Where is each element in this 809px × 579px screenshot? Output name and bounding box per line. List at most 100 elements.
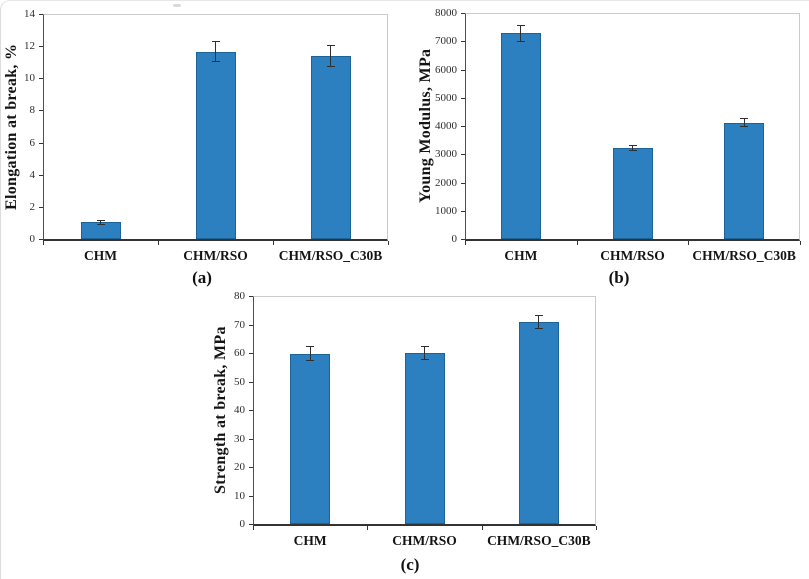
error-bar-cap-top	[740, 118, 749, 120]
bar-CHM/RSO_C30B	[724, 122, 765, 239]
x-tick-mark	[388, 241, 389, 245]
y-tick-mark	[461, 69, 465, 71]
error-bar	[215, 41, 216, 63]
x-category-label: CHM	[84, 248, 117, 263]
panel-label: (c)	[400, 555, 420, 574]
error-bar-cap-bottom	[628, 149, 637, 151]
bar-CHM/RSO_C30B	[310, 55, 351, 239]
x-tick-mark	[253, 526, 254, 530]
y-tick-label: 12	[24, 40, 35, 53]
error-bar-cap-bottom	[420, 359, 429, 361]
y-tick-label: 8000	[435, 7, 457, 19]
plot-area: 0 1000 2000 3000 4000 5000 6000 7000 8000 CHM CHM/…	[406, 1, 809, 291]
error-bar-cap-bottom	[96, 223, 105, 225]
error-bar	[424, 345, 425, 361]
x-tick-mark	[273, 241, 274, 245]
x-tick-mark	[158, 241, 159, 245]
error-bar-cap-bottom	[534, 328, 543, 330]
y-tick-mark	[39, 239, 43, 240]
y-tick-label: 8	[29, 104, 36, 117]
x-category-label: CHM	[504, 248, 538, 263]
plot-area: 0 2 4 6 8 10 12 14 CHM CHM/RSO CHM/RSO_C30B	[1, 1, 406, 291]
y-tick-label: 40	[234, 404, 245, 416]
y-tick-mark	[249, 410, 253, 411]
smudge-artifact	[173, 4, 181, 7]
error-bar	[309, 346, 311, 361]
y-tick-mark	[39, 14, 43, 15]
y-tick-mark	[461, 41, 465, 43]
y-tick-label: 0	[451, 233, 458, 245]
y-tick-mark	[461, 239, 465, 240]
error-bar-cap-top	[96, 219, 105, 221]
y-tick-mark	[249, 524, 253, 525]
error-bar-cap-bottom	[740, 125, 749, 127]
error-bar	[520, 24, 522, 42]
error-bar-cap-bottom	[516, 40, 525, 42]
y-tick-label: 6000	[435, 63, 457, 76]
error-bar-cap-top	[211, 41, 220, 43]
error-bar	[743, 118, 745, 127]
error-bar	[330, 44, 331, 68]
error-bar-cap-top	[326, 44, 335, 46]
y-tick-mark	[249, 381, 253, 383]
y-tick-label: 10	[234, 489, 245, 502]
bar-CHM	[80, 222, 121, 239]
y-tick-label: 20	[234, 461, 245, 473]
x-category-label: CHM	[293, 533, 327, 548]
y-tick-mark	[461, 210, 465, 212]
error-bar-cap-top	[306, 346, 315, 348]
y-tick-label: 2000	[435, 176, 457, 189]
error-bar	[538, 315, 540, 330]
y-tick-label: 1000	[435, 204, 457, 217]
x-tick-mark	[596, 526, 597, 530]
y-tick-mark	[249, 495, 253, 497]
y-tick-mark	[249, 438, 253, 440]
y-tick-mark	[249, 296, 253, 297]
error-bar	[100, 219, 101, 225]
y-tick-mark	[249, 324, 253, 326]
y-tick-label: 14	[24, 8, 35, 20]
y-tick-mark	[39, 206, 43, 208]
bar-CHM/RSO_C30B	[518, 322, 559, 524]
bar-CHM/RSO	[404, 353, 445, 524]
y-tick-mark	[249, 467, 253, 468]
bar-CHM/RSO	[195, 51, 236, 239]
error-bar	[632, 144, 633, 151]
y-tick-label: 0	[29, 233, 36, 245]
error-bar-cap-top	[628, 144, 637, 146]
y-tick-mark	[39, 110, 43, 112]
bar-CHM/RSO	[612, 147, 653, 239]
x-tick-mark	[367, 526, 369, 530]
x-category-label: CHM/RSO	[392, 533, 457, 548]
panel-label: (b)	[608, 268, 630, 287]
y-tick-mark	[461, 13, 465, 14]
y-tick-mark	[39, 46, 43, 48]
y-tick-mark	[461, 154, 465, 156]
y-tick-label: 2	[29, 200, 36, 213]
chart-b-young-modulus: Young Modulus, MPa 0 1000 2000 3000 4000 5000…	[406, 1, 809, 291]
y-tick-label: 3000	[435, 148, 457, 161]
y-tick-label: 4000	[435, 120, 457, 132]
y-tick-mark	[249, 353, 253, 354]
x-tick-mark	[576, 241, 578, 245]
x-tick-mark	[43, 241, 44, 245]
x-category-label: CHM/RSO	[183, 248, 248, 263]
x-category-label: CHM/RSO_C30B	[487, 533, 591, 548]
y-tick-mark	[461, 126, 465, 127]
x-tick-mark	[800, 241, 801, 245]
x-tick-mark	[465, 241, 466, 245]
x-tick-mark	[481, 526, 483, 530]
error-bar-cap-bottom	[326, 66, 335, 68]
y-tick-label: 30	[234, 432, 245, 445]
y-tick-label: 0	[239, 518, 246, 530]
y-tick-mark	[39, 174, 43, 176]
y-tick-mark	[461, 97, 465, 99]
error-bar-cap-bottom	[211, 61, 220, 63]
x-category-label: CHM/RSO	[600, 248, 665, 263]
y-tick-mark	[39, 142, 43, 144]
y-tick-label: 10	[24, 72, 35, 85]
chart-c-strength: Strength at break, MPa 0 10 20 30 40 50 60 70 80…	[201, 289, 610, 579]
y-tick-label: 70	[234, 318, 245, 331]
y-tick-label: 6	[29, 136, 36, 149]
